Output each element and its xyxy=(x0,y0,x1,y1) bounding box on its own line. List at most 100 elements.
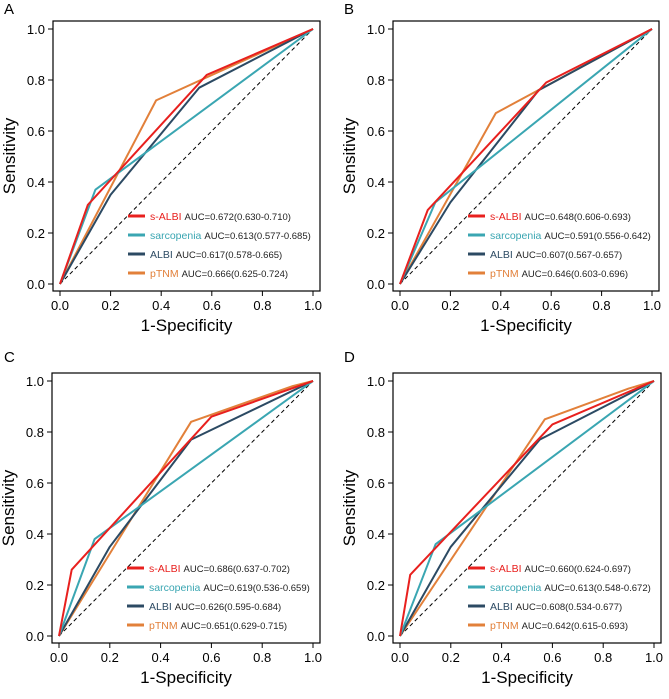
panel-c: C 0.0 0.0 0.2 0.2 0.4 0.4 0.6 0.6 0.8 0.8 1.0 1.0 1-S… xyxy=(0,349,322,687)
legend-name: ALBI xyxy=(149,601,172,613)
legend: s-ALBI AUC=0.686(0.637-0.702)sarcopenia AU… xyxy=(127,563,310,632)
panel-letter: A xyxy=(4,1,14,18)
x-tick-label: 0.8 xyxy=(253,650,271,665)
y-tick-label: 1.0 xyxy=(367,374,385,389)
y-tick-label: 0.6 xyxy=(367,476,385,491)
legend-entry-sarcopenia: sarcopenia AUC=0.613(0.548-0.672) xyxy=(490,582,651,594)
legend-auc: AUC=0.651(0.629-0.715) xyxy=(181,621,287,632)
y-axis-title: Sensitivity xyxy=(340,469,359,546)
legend-name: pTNM xyxy=(149,620,178,632)
x-tick-label: 0.2 xyxy=(442,650,460,665)
y-tick-label: 1.0 xyxy=(26,374,44,389)
roc-line-ptnm xyxy=(399,380,655,637)
y-tick-label: 0.8 xyxy=(26,425,44,440)
legend-entry-s-albi: s-ALBI AUC=0.686(0.637-0.702) xyxy=(149,563,290,575)
legend-entry-albi: ALBI AUC=0.626(0.595-0.684) xyxy=(149,601,281,613)
y-tick-label: 0.4 xyxy=(27,175,45,190)
legend-auc: AUC=0.613(0.577-0.685) xyxy=(204,231,310,242)
y-tick-label: 0.0 xyxy=(367,629,385,644)
panel-d: D 0.0 0.0 0.2 0.2 0.4 0.4 0.6 0.6 0.8 0.8 1.0 1.0 1-S… xyxy=(340,349,663,687)
legend-auc: AUC=0.613(0.548-0.672) xyxy=(544,583,650,594)
plot-frame xyxy=(392,20,660,292)
legend-entry-albi: ALBI AUC=0.608(0.534-0.677) xyxy=(490,601,622,613)
legend-name: sarcopenia xyxy=(149,582,201,594)
roc-line-s-albi xyxy=(399,380,655,637)
x-tick-label: 0.0 xyxy=(391,650,409,665)
x-tick-label: 0.4 xyxy=(152,650,170,665)
legend-entry-s-albi: s-ALBI AUC=0.672(0.630-0.710) xyxy=(150,211,291,223)
panel-a: A 0.0 0.0 0.2 0.2 0.4 0.4 0.6 0.6 0.8 0.8 1.0 1.0 1-S… xyxy=(0,1,322,335)
panel-letter: C xyxy=(4,349,15,366)
legend-name: s-ALBI xyxy=(150,211,182,223)
y-tick-label: 0.6 xyxy=(26,476,44,491)
legend: s-ALBI AUC=0.672(0.630-0.710) sarcopenia AU… xyxy=(128,211,311,280)
y-tick-label: 0.0 xyxy=(26,629,44,644)
y-axis-title: Sensitivity xyxy=(0,117,19,194)
legend-name: ALBI xyxy=(490,601,513,613)
x-tick-label: 1.0 xyxy=(304,298,322,313)
x-tick-label: 0.4 xyxy=(492,298,510,313)
legend-entry-albi: ALBI AUC=0.617(0.578-0.665) xyxy=(150,249,282,261)
x-tick-label: 0.4 xyxy=(493,650,511,665)
legend-name: sarcopenia xyxy=(490,230,542,242)
roc-line-s-albi xyxy=(58,380,314,637)
reference-diagonal xyxy=(399,380,655,637)
legend-auc: AUC=0.591(0.556-0.642) xyxy=(544,231,650,242)
x-tick-label: 1.0 xyxy=(304,650,322,665)
y-tick-label: 1.0 xyxy=(27,22,45,37)
x-tick-label: 1.0 xyxy=(643,298,661,313)
roc-line-sarcopenia xyxy=(58,380,314,637)
x-tick-label: 0.0 xyxy=(51,298,69,313)
legend-auc: AUC=0.619(0.536-0.659) xyxy=(203,583,309,594)
legend-entry-sarcopenia: sarcopenia AUC=0.591(0.556-0.642) xyxy=(490,230,651,242)
plot-frame xyxy=(52,20,321,292)
legend-entry-ptnm: pTNM AUC=0.666(0.625-0.724) xyxy=(150,268,288,280)
y-tick-label: 0.0 xyxy=(27,277,45,292)
x-tick-label: 0.8 xyxy=(253,298,271,313)
x-tick-label: 0.0 xyxy=(50,650,68,665)
x-tick-label: 0.6 xyxy=(543,650,561,665)
legend-entry-sarcopenia: sarcopenia AUC=0.619(0.536-0.659) xyxy=(149,582,310,594)
roc-line-s-albi xyxy=(59,28,314,285)
legend-auc: AUC=0.617(0.578-0.665) xyxy=(176,250,282,261)
y-axis-title: Sensitivity xyxy=(340,117,359,194)
roc-line-ptnm xyxy=(59,28,314,285)
y-tick-label: 0.8 xyxy=(367,73,385,88)
legend-name: s-ALBI xyxy=(490,563,522,575)
legend-name: ALBI xyxy=(490,249,513,261)
reference-diagonal xyxy=(399,28,653,285)
reference-diagonal xyxy=(59,28,314,285)
legend-auc: AUC=0.642(0.615-0.693) xyxy=(522,621,628,632)
y-tick-label: 0.4 xyxy=(367,175,385,190)
legend: s-ALBI AUC=0.660(0.624-0.697) sarcopenia AU… xyxy=(468,563,651,632)
legend-auc: AUC=0.626(0.595-0.684) xyxy=(175,602,281,613)
y-tick-label: 0.0 xyxy=(367,277,385,292)
legend-auc: AUC=0.607(0.567-0.657) xyxy=(516,250,622,261)
legend-auc: AUC=0.646(0.603-0.696) xyxy=(522,269,628,280)
legend-auc: AUC=0.608(0.534-0.677) xyxy=(516,602,622,613)
legend-name: pTNM xyxy=(490,620,519,632)
legend-auc: AUC=0.648(0.606-0.693) xyxy=(525,212,631,223)
legend-auc: AUC=0.686(0.637-0.702) xyxy=(184,564,290,575)
legend-name: s-ALBI xyxy=(490,211,522,223)
x-axis-title: 1-Specificity xyxy=(480,316,572,335)
roc-line-sarcopenia xyxy=(399,380,655,637)
x-tick-label: 0.8 xyxy=(594,650,612,665)
y-tick-label: 0.8 xyxy=(27,73,45,88)
x-axis-title: 1-Specificity xyxy=(141,316,233,335)
x-tick-label: 0.6 xyxy=(202,650,220,665)
y-tick-label: 0.4 xyxy=(367,527,385,542)
legend-entry-sarcopenia: sarcopenia AUC=0.613(0.577-0.685) xyxy=(150,230,311,242)
x-tick-label: 0.2 xyxy=(101,650,119,665)
legend-name: s-ALBI xyxy=(149,563,181,575)
x-axis-title: 1-Specificity xyxy=(140,668,232,687)
legend-auc: AUC=0.660(0.624-0.697) xyxy=(525,564,631,575)
legend-entry-ptnm: pTNM AUC=0.651(0.629-0.715) xyxy=(149,620,287,632)
roc-line-albi xyxy=(399,28,653,285)
legend-auc: AUC=0.672(0.630-0.710) xyxy=(185,212,291,223)
plot-frame xyxy=(392,372,662,644)
legend-entry-s-albi: s-ALBI AUC=0.660(0.624-0.697) xyxy=(490,563,631,575)
y-tick-label: 0.2 xyxy=(367,226,385,241)
y-tick-label: 1.0 xyxy=(367,22,385,37)
legend: s-ALBI AUC=0.648(0.606-0.693)sarcopenia AU… xyxy=(468,211,651,280)
